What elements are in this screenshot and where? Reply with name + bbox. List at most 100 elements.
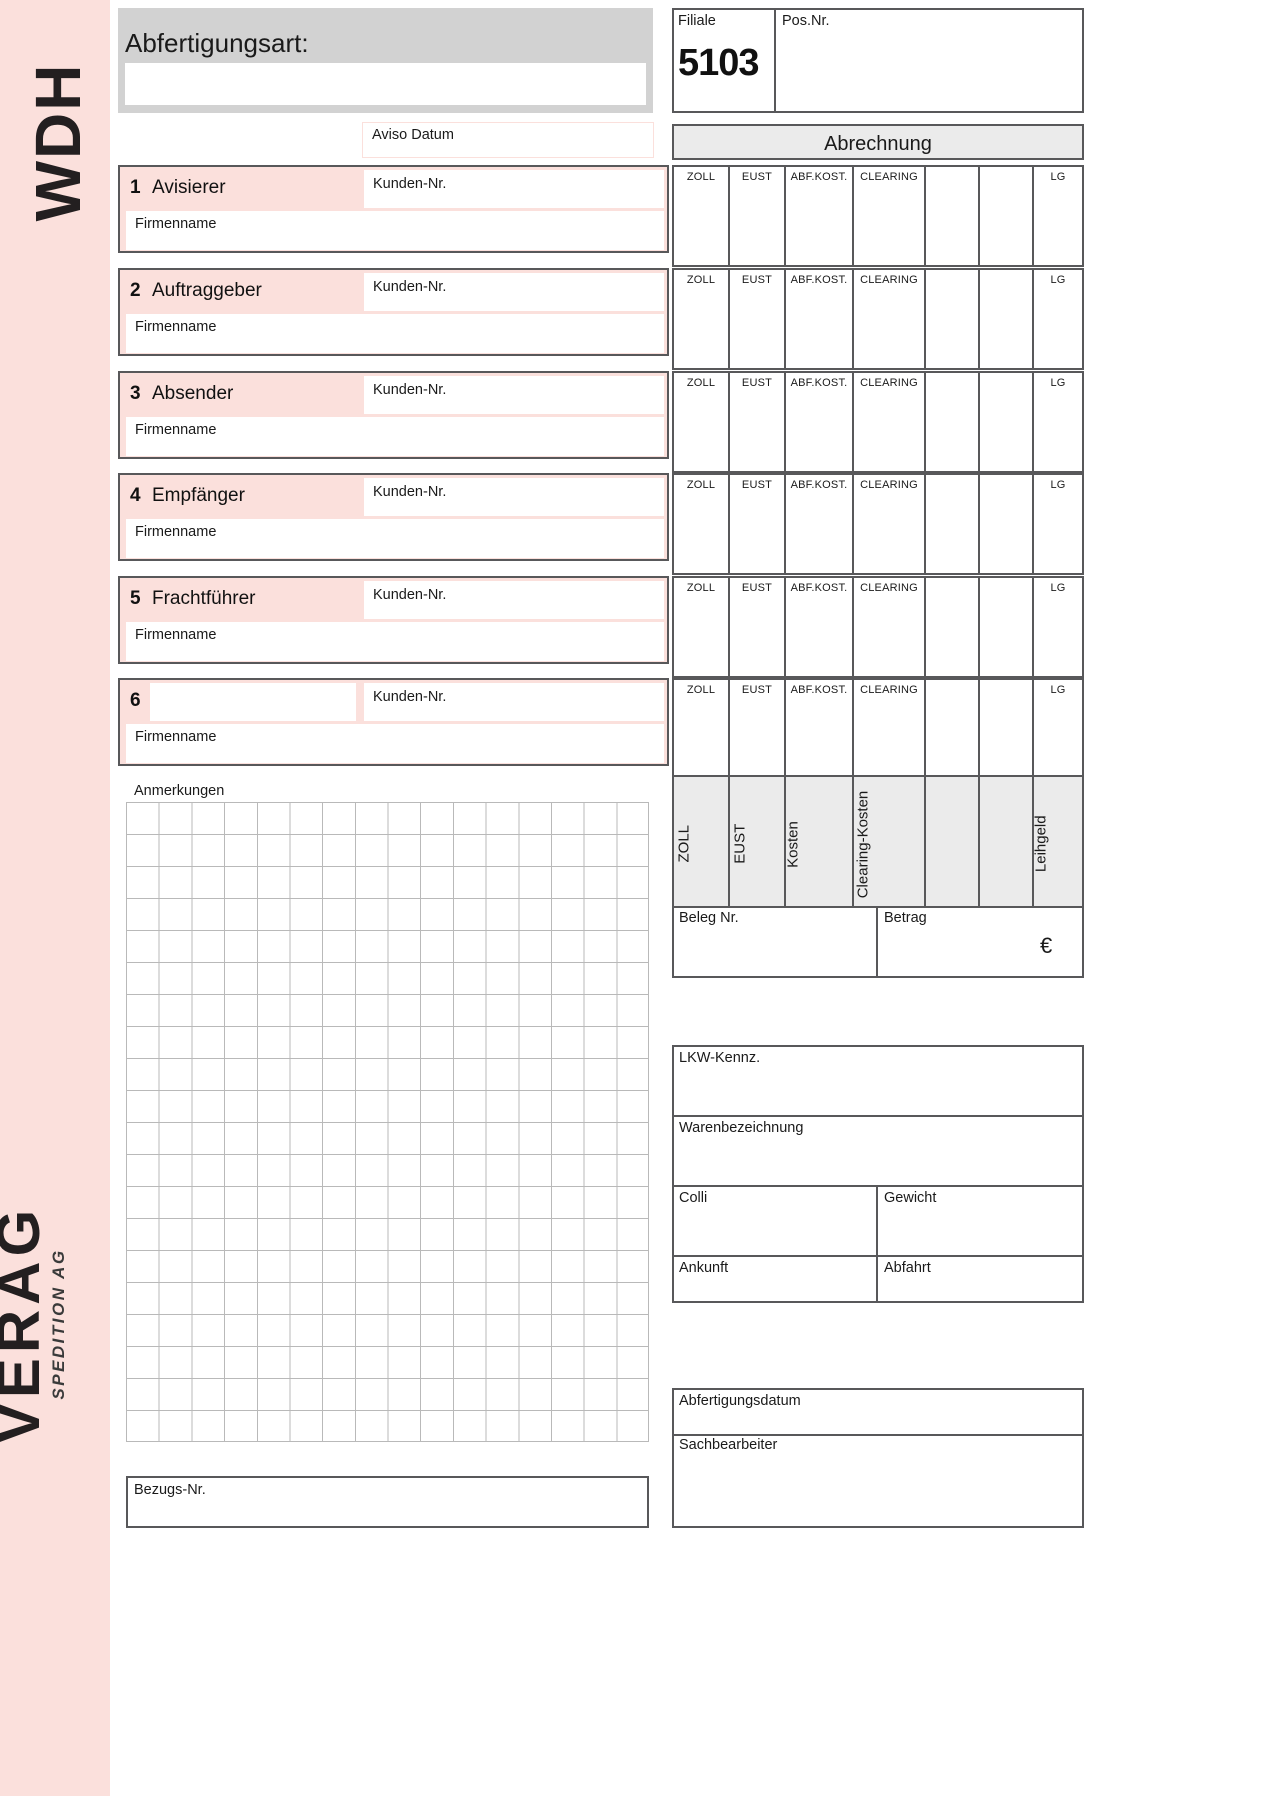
abrechnung-cell-eust[interactable]: EUST [730, 270, 786, 368]
party-number: 4 [130, 485, 141, 506]
abrechnung-cell-clearing[interactable]: CLEARING [854, 270, 926, 368]
abrechnung-col-header: EUST [741, 479, 773, 491]
abrechnung-cell-clearing[interactable]: CLEARING [854, 475, 926, 573]
abrechnung-cell-eust[interactable]: EUST [730, 167, 786, 265]
abrechnung-col-header: EUST [741, 684, 773, 696]
abrechnung-cell-abfkost[interactable]: ABF.KOST. [786, 270, 854, 368]
abrechnung-cell-abfkost[interactable]: ABF.KOST. [786, 680, 854, 778]
abrechnung-cell-zoll[interactable]: ZOLL [674, 578, 730, 676]
beleg-nr-label: Beleg Nr. [679, 910, 739, 926]
kunden-nr-field[interactable]: Kunden-Nr. [364, 170, 664, 208]
abrechnung-title-bar: Abrechnung [672, 124, 1084, 160]
party-block-blank: 6 Kunden-Nr. Firmenname [118, 678, 669, 766]
kunden-nr-label: Kunden-Nr. [373, 689, 447, 705]
firmenname-label: Firmenname [135, 627, 217, 643]
abrechnung-cell-lg[interactable]: LG [1034, 680, 1082, 778]
abrechnung-cell-lg[interactable]: LG [1034, 578, 1082, 676]
abrechnung-cell-lg[interactable]: LG [1034, 373, 1082, 471]
vertical-header-leihgeld: Leihgeld [1034, 777, 1082, 911]
abrechnung-cell-zoll[interactable]: ZOLL [674, 167, 730, 265]
abrechnung-cell-lg[interactable]: LG [1034, 270, 1082, 368]
abrechnung-cell-abfkost[interactable]: ABF.KOST. [786, 373, 854, 471]
firmenname-field[interactable]: Firmenname [126, 417, 664, 456]
abrechnung-cell-eust[interactable]: EUST [730, 680, 786, 778]
abrechnung-cell-blank5[interactable] [980, 373, 1034, 471]
abrechnung-cell-blank5[interactable] [980, 578, 1034, 676]
kunden-nr-field[interactable]: Kunden-Nr. [364, 683, 664, 721]
abrechnung-cell-blank5[interactable] [980, 680, 1034, 778]
abrechnung-col-header: ABF.KOST. [790, 171, 848, 183]
party-block-frachtführer: 5 Frachtführer Kunden-Nr. Firmenname [118, 576, 669, 664]
abrechnung-cell-blank5[interactable] [980, 167, 1034, 265]
abrechnung-cell-blank4[interactable] [926, 680, 980, 778]
firmenname-field[interactable]: Firmenname [126, 622, 664, 661]
abrechnung-row: ZOLL EUST ABF.KOST. CLEARING LG [672, 576, 1084, 678]
firmenname-label: Firmenname [135, 729, 217, 745]
bezugs-nr-field[interactable] [126, 1476, 649, 1528]
anmerkungen-grid[interactable] [126, 802, 649, 1442]
abrechnung-cell-eust[interactable]: EUST [730, 578, 786, 676]
divider [674, 1255, 1082, 1257]
abrechnung-cell-blank4[interactable] [926, 167, 980, 265]
kunden-nr-field[interactable]: Kunden-Nr. [364, 581, 664, 619]
abrechnung-cell-abfkost[interactable]: ABF.KOST. [786, 167, 854, 265]
abrechnung-col-header: LG [1050, 274, 1066, 286]
kunden-nr-label: Kunden-Nr. [373, 382, 447, 398]
filiale-value: 5103 [678, 42, 760, 84]
abrechnung-cell-blank4[interactable] [926, 578, 980, 676]
brand-verag-subtitle: SPEDITION AG [49, 1248, 68, 1400]
abrechnung-cell-eust[interactable]: EUST [730, 373, 786, 471]
abrechnung-col-header: CLEARING [860, 377, 918, 389]
kunden-nr-field[interactable]: Kunden-Nr. [364, 478, 664, 516]
abrechnung-row: ZOLL EUST ABF.KOST. CLEARING LG [672, 678, 1084, 780]
firmenname-field[interactable]: Firmenname [126, 519, 664, 558]
abrechnung-cell-zoll[interactable]: ZOLL [674, 373, 730, 471]
divider [876, 908, 878, 976]
brand-verag-logo: VERAG SPEDITION AG [0, 1164, 68, 1484]
abrechnung-cell-abfkost[interactable]: ABF.KOST. [786, 578, 854, 676]
abrechnung-col-header: ZOLL [686, 171, 716, 183]
abrechnung-cell-clearing[interactable]: CLEARING [854, 373, 926, 471]
abrechnung-col-header: ZOLL [686, 684, 716, 696]
kunden-nr-field[interactable]: Kunden-Nr. [364, 273, 664, 311]
party-name-input[interactable] [150, 683, 356, 721]
abrechnung-col-header: ABF.KOST. [790, 684, 848, 696]
abrechnung-cell-abfkost[interactable]: ABF.KOST. [786, 475, 854, 573]
abrechnung-cell-clearing[interactable]: CLEARING [854, 167, 926, 265]
kunden-nr-label: Kunden-Nr. [373, 484, 447, 500]
abrechnung-cell-blank4[interactable] [926, 270, 980, 368]
aviso-datum-field[interactable] [362, 122, 654, 158]
firmenname-field[interactable]: Firmenname [126, 314, 664, 353]
beleg-betrag-block[interactable] [672, 906, 1084, 978]
vertical-header-label: Leihgeld [1034, 815, 1050, 873]
firmenname-field[interactable]: Firmenname [126, 211, 664, 250]
abrechnung-cell-blank5[interactable] [980, 270, 1034, 368]
firmenname-field[interactable]: Firmenname [126, 724, 664, 763]
abrechnung-col-header: ZOLL [686, 582, 716, 594]
abrechnung-col-header: LG [1050, 479, 1066, 491]
abrechnung-vertical-header: ZOLL EUST Abfertigungs-Kosten Erstkunde /Cl… [672, 775, 1084, 913]
abrechnung-col-header: ABF.KOST. [790, 479, 848, 491]
abrechnung-cell-lg[interactable]: LG [1034, 167, 1082, 265]
brand-verag-text: VERAG [0, 1204, 52, 1444]
abrechnung-cell-zoll[interactable]: ZOLL [674, 475, 730, 573]
party-name-label: Empfänger [152, 485, 245, 506]
kunden-nr-field[interactable]: Kunden-Nr. [364, 376, 664, 414]
abrechnung-cell-clearing[interactable]: CLEARING [854, 578, 926, 676]
abrechnung-cell-clearing[interactable]: CLEARING [854, 680, 926, 778]
abrechnung-cell-eust[interactable]: EUST [730, 475, 786, 573]
transport-details-block [672, 1045, 1084, 1303]
abrechnung-cell-blank4[interactable] [926, 373, 980, 471]
divider [774, 10, 776, 111]
abrechnung-cell-lg[interactable]: LG [1034, 475, 1082, 573]
abrechnung-cell-blank4[interactable] [926, 475, 980, 573]
vertical-header-erstkunde: Erstkunde /Clearing-Kosten [854, 777, 926, 911]
abfertigungsart-input[interactable] [125, 63, 646, 105]
abrechnung-cell-blank5[interactable] [980, 475, 1034, 573]
abrechnung-cell-zoll[interactable]: ZOLL [674, 270, 730, 368]
vertical-header-abfertigungs: Abfertigungs-Kosten [786, 777, 854, 911]
abrechnung-cell-zoll[interactable]: ZOLL [674, 680, 730, 778]
ankunft-label: Ankunft [679, 1260, 729, 1276]
abrechnung-col-header: EUST [741, 582, 773, 594]
firmenname-label: Firmenname [135, 216, 217, 232]
